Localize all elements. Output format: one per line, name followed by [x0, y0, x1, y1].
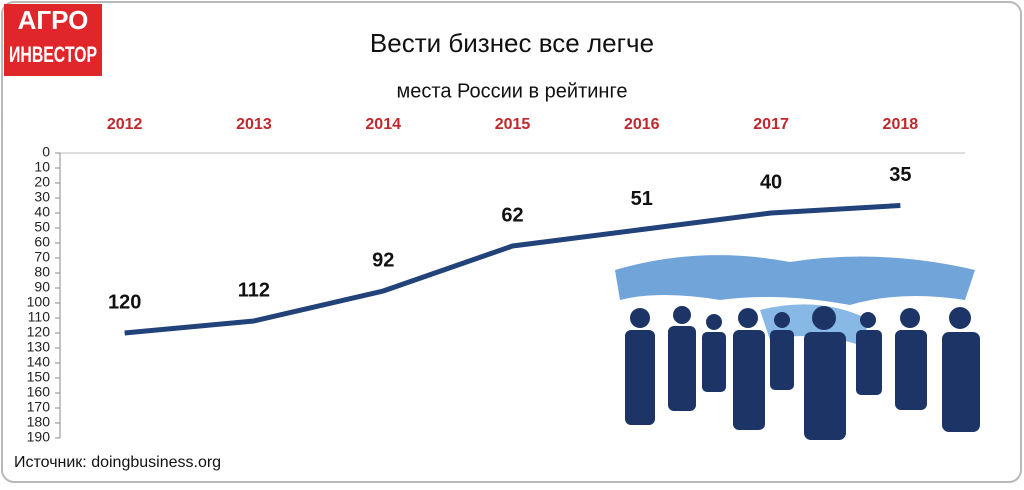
x-tick-label: 2016 — [624, 116, 660, 133]
person — [668, 326, 696, 411]
y-tick-label: 100 — [27, 294, 51, 310]
y-tick-label: 150 — [27, 369, 51, 385]
data-label: 40 — [760, 171, 782, 193]
y-tick-label: 40 — [34, 204, 50, 220]
x-tick-label: 2018 — [883, 116, 919, 133]
person — [673, 306, 691, 324]
line — [124, 203, 901, 336]
x-tick-label: 2013 — [236, 116, 272, 133]
data-label: 62 — [501, 204, 523, 226]
logo-text: ИНВЕСТОР — [9, 42, 97, 67]
person — [770, 330, 794, 390]
person — [774, 312, 790, 328]
data-label: 51 — [631, 188, 653, 210]
person — [706, 314, 722, 330]
person — [856, 330, 882, 395]
data-label: 92 — [372, 249, 394, 271]
x-tick-label: 2015 — [495, 116, 531, 133]
person — [733, 330, 765, 430]
person — [949, 307, 971, 329]
data-label: 35 — [889, 164, 911, 186]
person — [895, 330, 927, 410]
person — [900, 308, 920, 328]
y-tick-label: 170 — [27, 399, 51, 415]
x-tick-label: 2017 — [753, 116, 789, 133]
data-label: 112 — [238, 279, 270, 301]
y-tick-label: 70 — [34, 249, 50, 265]
y-tick-label: 160 — [27, 384, 51, 400]
y-tick-label: 20 — [34, 174, 50, 190]
x-tick-label: 2012 — [107, 116, 143, 133]
y-tick-label: 50 — [34, 219, 50, 235]
person — [625, 330, 655, 425]
y-tick-label: 140 — [27, 354, 51, 370]
person — [804, 332, 846, 440]
person — [738, 308, 758, 328]
y-tick-label: 60 — [34, 234, 50, 250]
person — [702, 332, 726, 392]
y-tick-label: 80 — [34, 264, 50, 280]
y-tick-label: 110 — [28, 309, 51, 325]
logo-text: АГРО — [18, 5, 89, 35]
person — [860, 312, 876, 328]
y-tick-label: 190 — [27, 429, 51, 445]
world-map — [615, 255, 975, 305]
y-tick-label: 130 — [27, 339, 51, 355]
person — [942, 332, 980, 432]
y-tick-label: 0 — [42, 144, 50, 160]
y-tick-label: 30 — [34, 189, 50, 205]
logo-box — [4, 4, 102, 76]
data-label: 120 — [108, 291, 141, 313]
person — [812, 306, 836, 330]
x-tick-label: 2014 — [365, 116, 401, 133]
y-tick-label: 180 — [27, 414, 51, 430]
y-tick-label: 120 — [27, 324, 51, 340]
person — [630, 308, 650, 328]
chart-title: Вести бизнес все легче — [370, 28, 654, 58]
y-tick-label: 90 — [34, 279, 50, 295]
chart-subtitle: места России в рейтинге — [397, 80, 628, 102]
source: Источник: doingbusiness.org — [14, 454, 221, 471]
y-tick-label: 10 — [34, 159, 50, 175]
illustration — [615, 255, 980, 440]
